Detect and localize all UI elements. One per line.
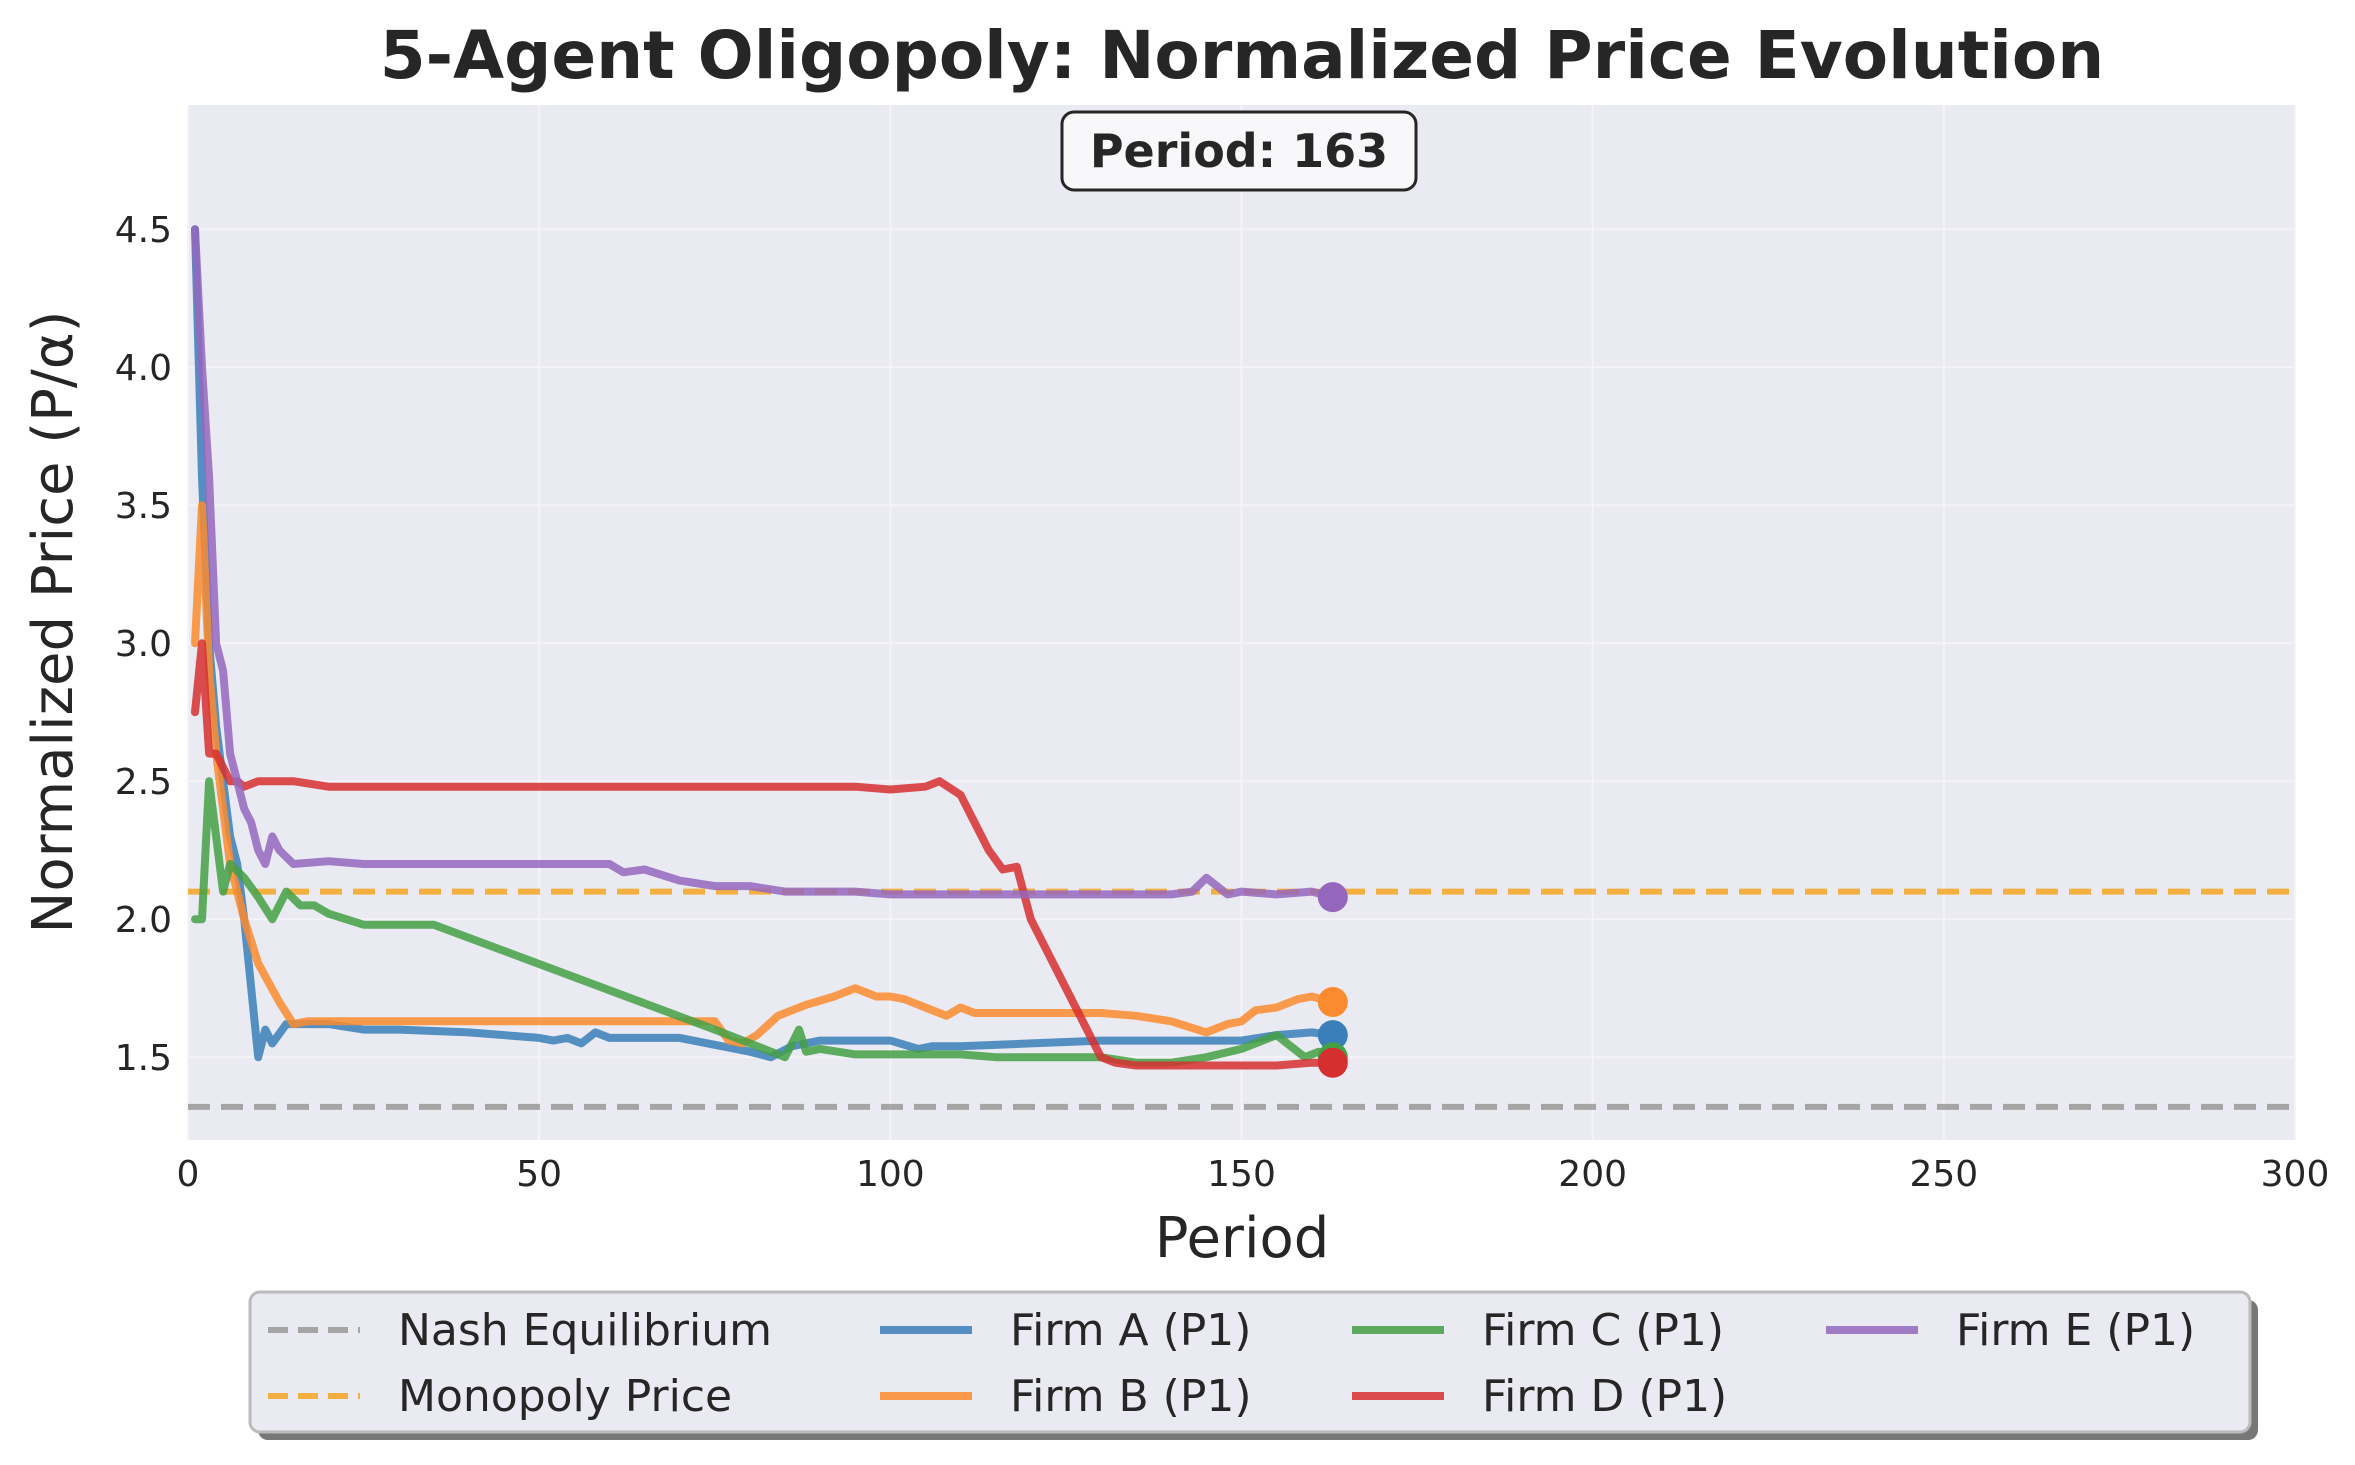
legend-label-firm-c-p1: Firm C (P1) (1482, 1305, 1724, 1356)
series-end-marker-firm-d-p1 (1317, 1047, 1348, 1078)
legend-label-firm-b-p1: Firm B (P1) (1010, 1371, 1252, 1422)
end-markers (1317, 882, 1348, 1078)
x-tick-label: 150 (1207, 1154, 1276, 1195)
grid-lines (187, 105, 2296, 1140)
series-line-firm-e-p1 (191, 225, 1337, 902)
x-tick-label: 300 (2261, 1154, 2330, 1195)
chart-title: 5-Agent Oligopoly: Normalized Price Evol… (380, 17, 2105, 94)
x-tick-label: 100 (856, 1154, 925, 1195)
y-tick-label: 1.5 (115, 1038, 172, 1079)
series-line-firm-b-p1 (191, 501, 1337, 1048)
legend-label-firm-d-p1: Firm D (P1) (1482, 1371, 1727, 1422)
series-end-marker-firm-a-p1 (1317, 1020, 1348, 1051)
x-tick-label: 200 (1558, 1154, 1627, 1195)
x-tick-label: 50 (516, 1154, 562, 1195)
y-tick-labels: 1.5 2.0 2.5 3.0 3.5 4.0 4.5 (115, 210, 172, 1079)
y-tick-label: 2.5 (115, 762, 172, 803)
x-tick-labels: 0 50 100 150 200 250 300 (177, 1154, 2330, 1195)
y-tick-label: 4.5 (115, 210, 172, 251)
x-tick-label: 0 (177, 1154, 200, 1195)
period-box-frame (1060, 110, 1418, 192)
y-tick-label: 2.0 (115, 900, 172, 941)
legend: Nash Equilibrium Monopoly Price Firm A (P1… (248, 1290, 2258, 1440)
series-lines (191, 225, 1337, 1070)
legend-label-monopoly-price: Monopoly Price (398, 1371, 732, 1422)
reference-lines (188, 888, 2295, 1110)
legend-label-nash-equilibrium: Nash Equilibrium (398, 1305, 772, 1356)
y-tick-label: 4.0 (115, 348, 172, 389)
series-end-marker-firm-b-p1 (1317, 987, 1348, 1017)
legend-items: Nash Equilibrium Monopoly Price Firm A (P1… (268, 1305, 2195, 1422)
x-axis-label: Period (1155, 1206, 1330, 1271)
legend-frame (248, 1290, 2252, 1434)
series-line-firm-a-p1 (191, 225, 1337, 1062)
y-tick-label: 3.0 (115, 624, 172, 665)
period-label: Period: 163 (1090, 124, 1388, 178)
y-axis-label: Normalized Price (P/α) (21, 310, 86, 933)
legend-label-firm-e-p1: Firm E (P1) (1956, 1305, 2195, 1356)
y-tick-label: 3.5 (115, 486, 172, 527)
series-line-firm-c-p1 (191, 777, 1337, 1067)
legend-label-firm-a-p1: Firm A (P1) (1010, 1305, 1251, 1356)
x-tick-label: 250 (1909, 1154, 1978, 1195)
series-end-marker-firm-e-p1 (1317, 882, 1348, 913)
period-indicator: Period: 163 (1060, 110, 1418, 192)
